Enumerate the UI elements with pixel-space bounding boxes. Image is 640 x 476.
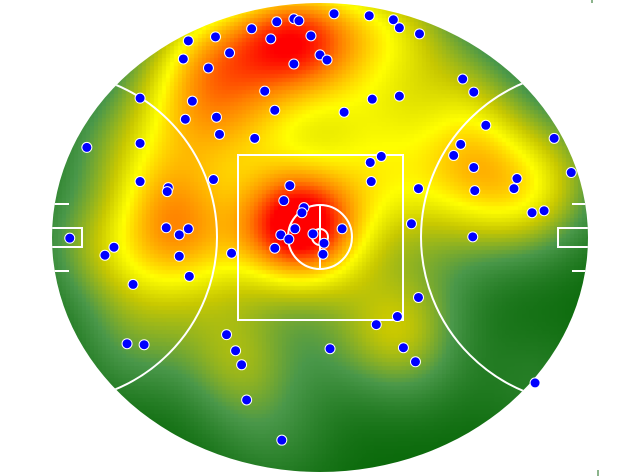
data-point bbox=[365, 176, 377, 188]
data-point bbox=[508, 183, 520, 195]
data-point bbox=[269, 242, 281, 254]
data-point bbox=[226, 247, 238, 259]
data-point bbox=[393, 90, 405, 102]
data-point bbox=[391, 311, 403, 323]
data-point bbox=[467, 231, 479, 243]
data-point bbox=[221, 329, 233, 341]
left-goal-square bbox=[52, 227, 83, 248]
data-point bbox=[305, 30, 317, 42]
centre-square bbox=[237, 154, 404, 321]
data-point bbox=[468, 86, 480, 98]
data-point bbox=[108, 241, 120, 253]
data-point bbox=[455, 138, 467, 150]
data-point bbox=[81, 141, 93, 153]
data-point bbox=[127, 278, 139, 290]
data-point bbox=[409, 356, 421, 368]
data-point bbox=[468, 161, 480, 173]
data-point bbox=[249, 132, 261, 144]
data-point bbox=[375, 150, 387, 162]
data-point bbox=[179, 113, 191, 125]
data-point bbox=[307, 228, 319, 240]
data-point bbox=[134, 137, 146, 149]
data-point bbox=[293, 15, 305, 27]
data-point bbox=[412, 291, 424, 303]
data-point bbox=[99, 249, 111, 261]
data-point bbox=[324, 343, 336, 355]
data-point bbox=[318, 237, 330, 249]
data-point bbox=[338, 106, 350, 118]
data-point bbox=[64, 232, 76, 244]
data-point bbox=[186, 95, 198, 107]
data-point bbox=[413, 28, 425, 40]
data-point bbox=[565, 167, 577, 179]
data-point bbox=[259, 85, 271, 97]
data-point bbox=[538, 205, 550, 217]
data-point bbox=[173, 250, 185, 262]
data-point bbox=[405, 218, 417, 230]
data-point bbox=[283, 233, 295, 245]
data-point bbox=[271, 16, 283, 28]
data-point bbox=[387, 14, 399, 26]
data-point bbox=[209, 31, 221, 43]
data-point bbox=[511, 173, 523, 185]
data-points bbox=[64, 8, 577, 446]
data-point bbox=[177, 53, 189, 65]
data-point bbox=[269, 104, 281, 116]
data-point bbox=[366, 93, 378, 105]
data-point bbox=[246, 23, 258, 35]
data-point bbox=[363, 10, 375, 22]
data-point bbox=[364, 156, 376, 168]
right-goal-square bbox=[557, 227, 588, 248]
data-point bbox=[457, 73, 469, 85]
data-point bbox=[210, 111, 222, 123]
data-point bbox=[182, 223, 194, 235]
data-point bbox=[370, 319, 382, 331]
field-markings bbox=[52, 69, 588, 405]
data-point bbox=[276, 434, 288, 446]
data-point bbox=[397, 342, 409, 354]
data-point bbox=[182, 35, 194, 47]
data-point bbox=[183, 270, 195, 282]
data-point bbox=[448, 149, 460, 161]
data-point bbox=[480, 119, 492, 131]
data-point bbox=[328, 8, 340, 20]
data-point bbox=[236, 359, 248, 371]
data-point bbox=[161, 186, 173, 198]
data-point bbox=[138, 339, 150, 351]
data-point bbox=[529, 377, 541, 389]
data-point bbox=[265, 33, 277, 45]
data-point bbox=[469, 185, 481, 197]
data-point bbox=[526, 207, 538, 219]
data-point bbox=[214, 128, 225, 140]
data-point bbox=[134, 176, 146, 188]
data-point bbox=[224, 47, 236, 59]
data-point bbox=[207, 174, 219, 186]
right-50m-arc bbox=[420, 69, 588, 405]
data-point bbox=[173, 229, 185, 241]
data-point bbox=[296, 207, 308, 219]
data-point bbox=[121, 338, 133, 350]
data-point bbox=[321, 54, 333, 66]
data-point bbox=[393, 22, 405, 34]
data-point bbox=[202, 62, 214, 74]
data-point bbox=[241, 394, 253, 406]
data-point bbox=[548, 132, 560, 144]
data-point bbox=[284, 180, 296, 192]
data-point bbox=[336, 223, 348, 235]
data-point bbox=[160, 222, 172, 234]
left-50m-arc bbox=[52, 71, 218, 403]
data-point bbox=[412, 183, 424, 195]
data-point bbox=[134, 92, 146, 104]
data-point bbox=[289, 223, 301, 235]
data-point bbox=[288, 58, 300, 70]
data-point bbox=[317, 248, 329, 260]
data-point bbox=[278, 195, 290, 207]
data-point bbox=[230, 345, 242, 357]
